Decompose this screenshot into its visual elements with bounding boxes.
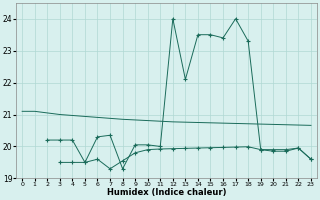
X-axis label: Humidex (Indice chaleur): Humidex (Indice chaleur)	[107, 188, 226, 197]
